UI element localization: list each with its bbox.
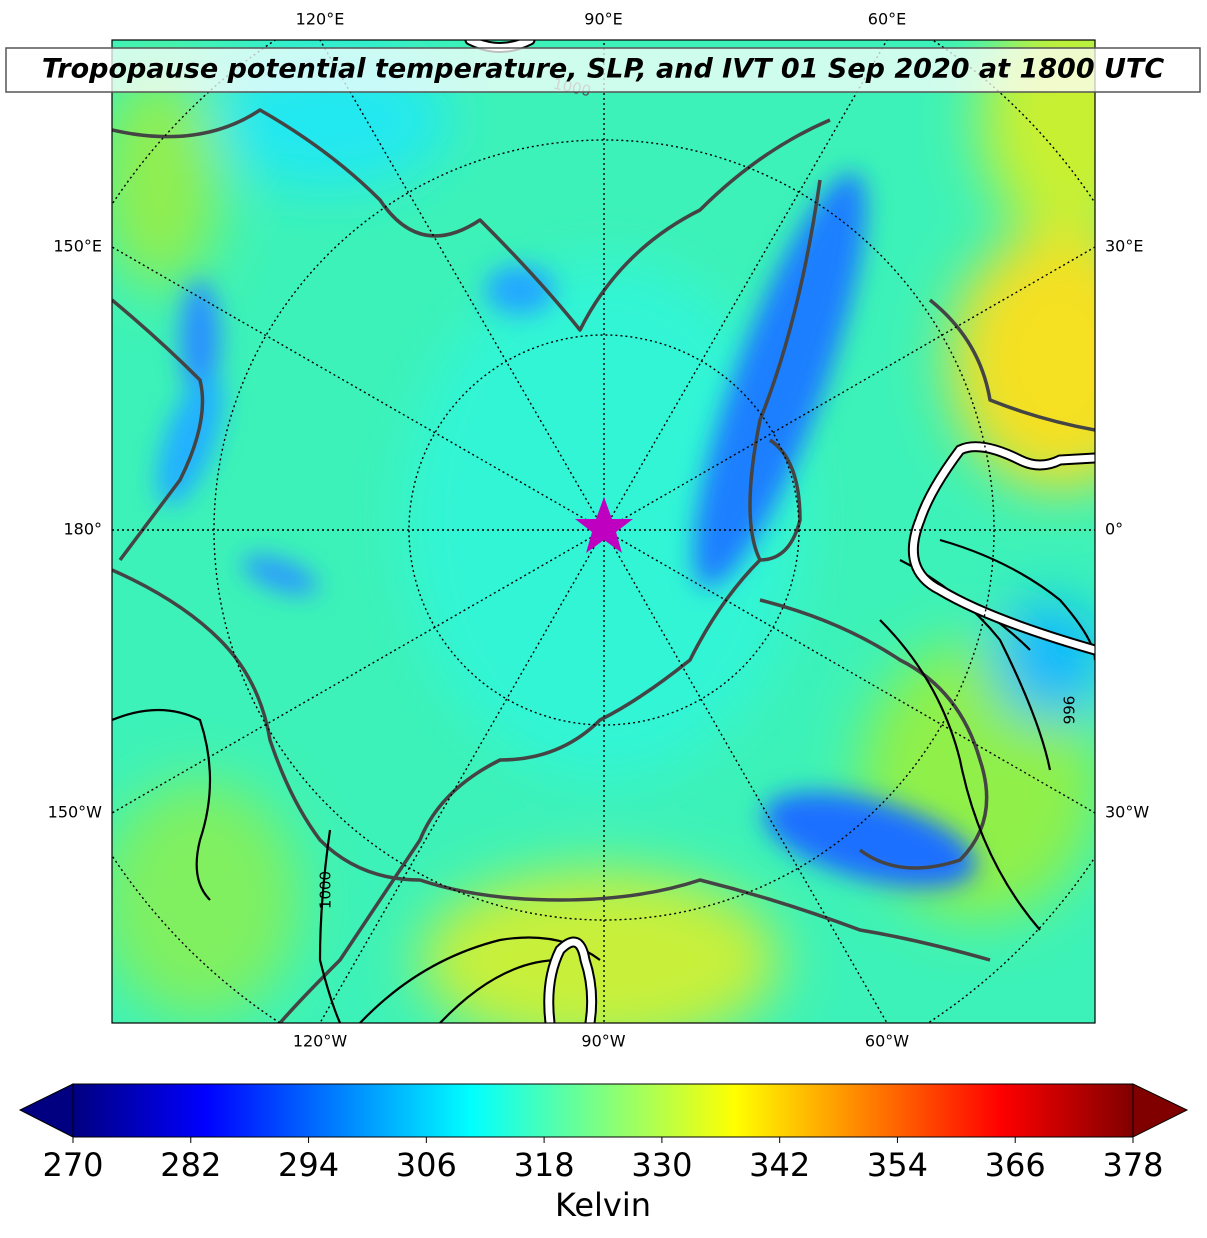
colorbar-scale — [72, 1083, 1134, 1138]
colorbar-tick-label: 378 — [1102, 1146, 1163, 1184]
map-field — [112, 40, 1095, 1023]
longitude-label: 150°W — [48, 803, 103, 822]
colorbar-tick-label: 342 — [749, 1146, 810, 1184]
colorbar-tick-label: 270 — [42, 1146, 103, 1184]
longitude-label: 60°W — [865, 1032, 909, 1051]
colorbar-tick-label: 306 — [396, 1146, 457, 1184]
longitude-label: 90°W — [581, 1032, 625, 1051]
colorbar-tick-label: 330 — [631, 1146, 692, 1184]
colorbar-tick-label: 282 — [160, 1146, 221, 1184]
map-frame — [111, 39, 1096, 1024]
colorbar-tick-label: 294 — [278, 1146, 339, 1184]
longitude-label: 120°E — [296, 10, 345, 29]
contour-label: 996 — [1061, 696, 1079, 725]
longitude-label: 120°W — [293, 1032, 348, 1051]
colorbar-tick-label: 318 — [514, 1146, 575, 1184]
longitude-label: 60°E — [868, 10, 906, 29]
colorbar-tick-label: 366 — [985, 1146, 1046, 1184]
title-box — [5, 47, 1201, 93]
contour-label: 1000 — [317, 871, 335, 909]
longitude-label: 30°E — [1105, 237, 1143, 256]
colorbar-tick-label: 354 — [867, 1146, 928, 1184]
longitude-label: 0° — [1105, 520, 1123, 539]
longitude-label: 90°E — [584, 10, 622, 29]
longitude-label: 180° — [63, 520, 102, 539]
colorbar — [18, 1083, 1189, 1138]
longitude-label: 30°W — [1105, 803, 1149, 822]
map-title: Tropopause potential temperature, SLP, a… — [42, 54, 1165, 85]
longitude-label: 150°E — [53, 237, 102, 256]
colorbar-label: Kelvin — [555, 1186, 651, 1224]
